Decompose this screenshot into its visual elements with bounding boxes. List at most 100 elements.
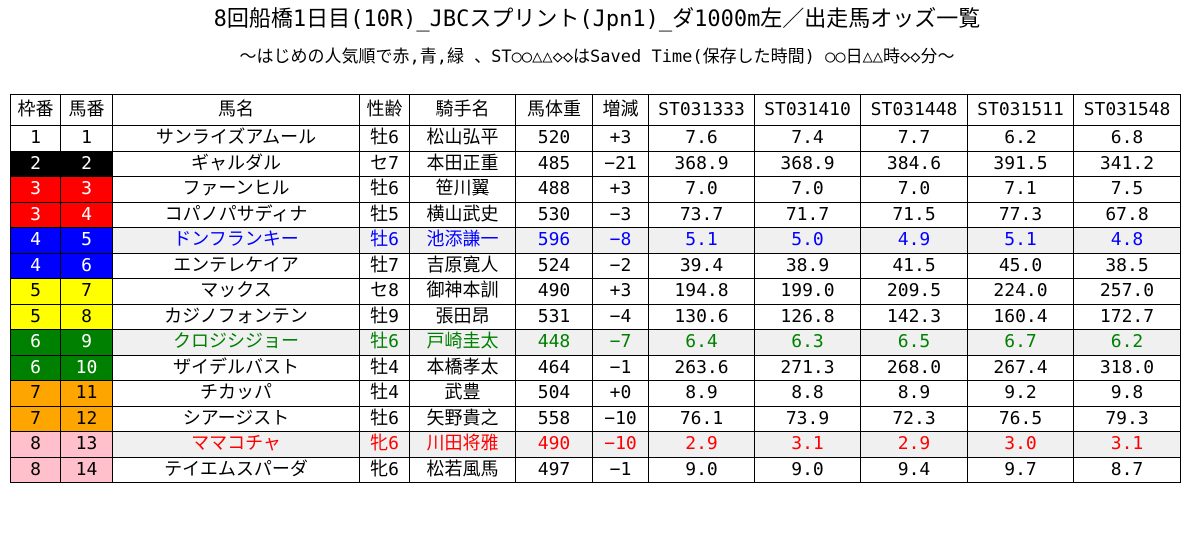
horse-number-cell: 1 [60, 125, 113, 152]
waku-cell: 6 [10, 354, 61, 381]
odds-cell: 9.0 [754, 456, 861, 483]
weight-diff-cell: −4 [592, 303, 649, 330]
table-row: 5 7 マックス セ8 御神本訓 490 +3 194.8 199.0 209.5 224.0 257… [10, 278, 1181, 305]
odds-cell: 8.9 [860, 380, 968, 407]
weight-diff-cell: +3 [592, 176, 649, 203]
odds-cell: 67.8 [1073, 201, 1181, 228]
odds-cell: 8.8 [754, 380, 861, 407]
jockey-cell: 戸崎圭太 [409, 329, 516, 356]
weight-cell: 558 [515, 405, 593, 432]
weight-diff-cell: +3 [592, 125, 649, 152]
odds-cell: 9.0 [648, 456, 755, 483]
jockey-cell: 横山武史 [409, 201, 516, 228]
odds-cell: 7.5 [1073, 176, 1181, 203]
horse-name-cell: ギャルダル [112, 150, 360, 177]
weight-cell: 490 [515, 278, 593, 305]
waku-cell: 4 [10, 252, 61, 279]
table-row: 5 8 カジノフォンテン 牡9 張田昂 531 −4 130.6 126.8 142.3 160.4… [10, 303, 1181, 330]
odds-cell: 4.8 [1073, 227, 1181, 254]
weight-diff-cell: −10 [592, 405, 649, 432]
odds-cell: 263.6 [648, 354, 755, 381]
odds-cell: 224.0 [967, 278, 1074, 305]
jockey-cell: 張田昂 [409, 303, 516, 330]
odds-cell: 38.5 [1073, 252, 1181, 279]
column-header: 枠番 [10, 94, 61, 126]
column-header: 馬名 [112, 94, 360, 126]
table-row: 7 11 チカッパ 牡4 武豊 504 +0 8.9 8.8 8.9 9.2 9.8 [10, 380, 1181, 407]
weight-cell: 524 [515, 252, 593, 279]
weight-diff-cell: −7 [592, 329, 649, 356]
odds-cell: 2.9 [648, 431, 755, 458]
table-row: 8 14 テイエムスパーダ 牝6 松若風馬 497 −1 9.0 9.0 9.4 9.7 8.7 [10, 456, 1181, 483]
table-row: 2 2 ギャルダル セ7 本田正重 485 −21 368.9 368.9 384.6 391.5 3… [10, 150, 1181, 177]
sex-age-cell: 牡9 [359, 303, 410, 330]
waku-cell: 7 [10, 405, 61, 432]
odds-cell: 5.1 [648, 227, 755, 254]
page-subtitle: ～はじめの人気順で赤,青,緑 、ST○○△△◇◇はSaved Time(保存した… [239, 47, 955, 67]
odds-cell: 160.4 [967, 303, 1074, 330]
waku-cell: 7 [10, 380, 61, 407]
jockey-cell: 笹川翼 [409, 176, 516, 203]
odds-cell: 4.9 [860, 227, 968, 254]
odds-cell: 7.0 [754, 176, 861, 203]
horse-number-cell: 10 [60, 354, 113, 381]
odds-cell: 9.2 [967, 380, 1074, 407]
odds-cell: 7.0 [860, 176, 968, 203]
horse-number-cell: 13 [60, 431, 113, 458]
odds-cell: 3.1 [1073, 431, 1181, 458]
horse-name-cell: エンテレケイア [112, 252, 360, 279]
horse-name-cell: ザイデルバスト [112, 354, 360, 381]
waku-cell: 8 [10, 456, 61, 483]
weight-cell: 490 [515, 431, 593, 458]
odds-cell: 5.0 [754, 227, 861, 254]
table-row: 3 3 ファーンヒル 牡6 笹川翼 488 +3 7.0 7.0 7.0 7.1 7.5 [10, 176, 1181, 203]
odds-cell: 368.9 [648, 150, 755, 177]
odds-cell: 3.0 [967, 431, 1074, 458]
jockey-cell: 川田将雅 [409, 431, 516, 458]
odds-cell: 6.4 [648, 329, 755, 356]
horse-number-cell: 11 [60, 380, 113, 407]
weight-diff-cell: −10 [592, 431, 649, 458]
horse-name-cell: カジノフォンテン [112, 303, 360, 330]
table-row: 8 13 ママコチャ 牝6 川田将雅 490 −10 2.9 3.1 2.9 3.0 3.1 [10, 431, 1181, 458]
weight-cell: 504 [515, 380, 593, 407]
odds-cell: 199.0 [754, 278, 861, 305]
odds-cell: 271.3 [754, 354, 861, 381]
sex-age-cell: 牡5 [359, 201, 410, 228]
column-header: 性齢 [359, 94, 410, 126]
jockey-cell: 矢野貴之 [409, 405, 516, 432]
odds-cell: 38.9 [754, 252, 861, 279]
table-row: 4 5 ドンフランキー 牡6 池添謙一 596 −8 5.1 5.0 4.9 5.1 4.8 [10, 227, 1181, 254]
weight-diff-cell: −2 [592, 252, 649, 279]
horse-number-cell: 6 [60, 252, 113, 279]
column-header: 馬番 [60, 94, 113, 126]
horse-number-cell: 3 [60, 176, 113, 203]
horse-name-cell: サンライズアムール [112, 125, 360, 152]
sex-age-cell: 牡7 [359, 252, 410, 279]
weight-cell: 531 [515, 303, 593, 330]
odds-cell: 72.3 [860, 405, 968, 432]
weight-diff-cell: +3 [592, 278, 649, 305]
odds-cell: 2.9 [860, 431, 968, 458]
jockey-cell: 本田正重 [409, 150, 516, 177]
odds-cell: 5.1 [967, 227, 1074, 254]
sex-age-cell: 牡4 [359, 380, 410, 407]
odds-cell: 142.3 [860, 303, 968, 330]
sex-age-cell: 牡6 [359, 227, 410, 254]
sex-age-cell: 牡6 [359, 125, 410, 152]
odds-cell: 8.9 [648, 380, 755, 407]
table-row: 7 12 シアージスト 牡6 矢野貴之 558 −10 76.1 73.9 72.3 76.5 79.… [10, 405, 1181, 432]
jockey-cell: 御神本訓 [409, 278, 516, 305]
column-header: ST031511 [967, 94, 1074, 126]
odds-cell: 267.4 [967, 354, 1074, 381]
weight-cell: 485 [515, 150, 593, 177]
column-header: 増減 [592, 94, 649, 126]
odds-cell: 318.0 [1073, 354, 1181, 381]
odds-cell: 6.7 [967, 329, 1074, 356]
horse-number-cell: 9 [60, 329, 113, 356]
horse-name-cell: ファーンヒル [112, 176, 360, 203]
odds-cell: 39.4 [648, 252, 755, 279]
horse-number-cell: 8 [60, 303, 113, 330]
weight-cell: 530 [515, 201, 593, 228]
column-header: ST031548 [1073, 94, 1181, 126]
